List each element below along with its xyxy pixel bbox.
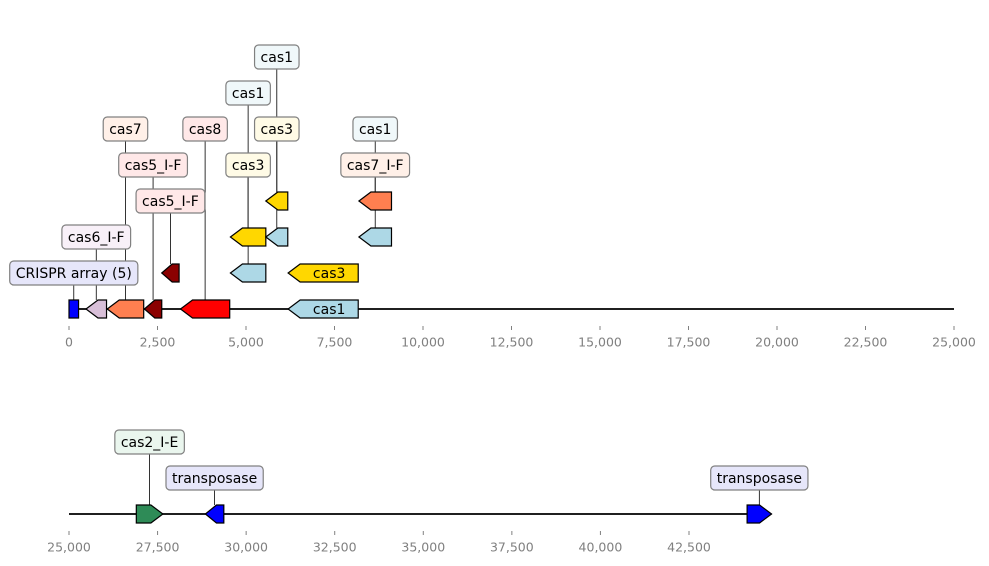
tick-label: 37,500: [490, 540, 534, 555]
locus-panel-top: 0 2,500 5,000 7,500 10,000 12,500 15,000 17,500…: [9, 44, 976, 350]
gene-label-box: [165, 465, 264, 491]
gene-layer: [68, 191, 393, 319]
locus-panel-bottom: 25,000 27,500 30,000 32,500 35,000 37,500 40,0…: [47, 429, 809, 555]
gene-arrow[interactable]: [204, 504, 225, 524]
gene-label-box: [102, 116, 149, 142]
gene-arrow[interactable]: [84, 299, 108, 319]
gene-label-box: [61, 224, 132, 250]
gene-label: transposase: [172, 471, 257, 487]
tick-label: 0: [65, 335, 73, 350]
gene-label: cas3: [261, 122, 293, 138]
gene-label: cas1: [232, 86, 264, 102]
gene-inline-label: cas1: [313, 302, 345, 318]
gene-label: cas1: [359, 122, 391, 138]
gene-label: cas3: [232, 158, 264, 174]
tick-label: 32,500: [313, 540, 357, 555]
gene-arrow[interactable]: [68, 299, 80, 319]
gene-label: transposase: [717, 471, 802, 487]
gene-label-box: [225, 152, 271, 178]
tick-label: 15,000: [578, 335, 622, 350]
gene-label-box: [710, 465, 809, 491]
gene-label: cas2_I-E: [121, 435, 179, 451]
gene-arrow[interactable]: [179, 299, 231, 319]
tick-label: 20,000: [755, 335, 799, 350]
gene-arrow[interactable]: [160, 263, 180, 283]
tick-label: 22,500: [844, 335, 888, 350]
tick-label: 25,000: [932, 335, 976, 350]
tick-label: 27,500: [136, 540, 180, 555]
gene-arrow[interactable]: [357, 191, 393, 211]
gene-inline-label: cas3: [313, 266, 345, 282]
gene-label: CRISPR array (5): [16, 266, 132, 282]
gene-label-box: [253, 44, 300, 70]
gene-label: cas7_I-F: [347, 158, 404, 174]
gene-label-box: [225, 80, 271, 106]
tick-label: 35,000: [401, 540, 445, 555]
tick-label: 5,000: [228, 335, 264, 350]
gene-arrow[interactable]: [746, 504, 773, 524]
gene-arrow[interactable]: [135, 504, 164, 524]
gene-arrow[interactable]: [264, 227, 289, 247]
gene-arrow[interactable]: [143, 299, 163, 319]
gene-arrow[interactable]: [229, 263, 267, 283]
gene-label-box: [118, 152, 189, 178]
gene-arrow[interactable]: [357, 227, 393, 247]
gene-label: cas5_I-F: [142, 194, 199, 210]
gene-label-box: [253, 116, 300, 142]
tick-label: 7,500: [317, 335, 353, 350]
gene-label-box: [9, 260, 139, 286]
gene-arrow[interactable]: [287, 299, 359, 319]
tick-label: 30,000: [224, 540, 268, 555]
gene-arrow[interactable]: [264, 191, 289, 211]
gene-layer: [135, 504, 773, 524]
tick-label: 17,500: [667, 335, 711, 350]
gene-label-box: [352, 116, 399, 142]
gene-arrow[interactable]: [229, 227, 267, 247]
tick-label: 25,000: [47, 540, 91, 555]
tick-label: 40,000: [579, 540, 623, 555]
gene-label-box: [182, 116, 228, 142]
tick-label: 10,000: [401, 335, 445, 350]
tick-label: 12,500: [490, 335, 534, 350]
tick-label: 2,500: [140, 335, 176, 350]
gene-label-box: [114, 429, 185, 455]
gene-label-box: [135, 188, 206, 214]
gene-label: cas7: [109, 122, 141, 138]
gene-label: cas5_I-F: [125, 158, 182, 174]
tick-label: 42,500: [667, 540, 711, 555]
label-layer: CRISPR array (5) cas6_I-F cas7 cas5_I-F cas5…: [9, 44, 411, 318]
gene-arrow[interactable]: [106, 299, 145, 319]
gene-label: cas8: [189, 122, 221, 138]
gene-arrow[interactable]: [287, 263, 359, 283]
gene-label: cas6_I-F: [68, 230, 125, 246]
gene-label: cas1: [261, 50, 293, 66]
gene-label-box: [340, 152, 411, 178]
label-layer: cas2_I-E transposase transposase: [114, 429, 809, 491]
